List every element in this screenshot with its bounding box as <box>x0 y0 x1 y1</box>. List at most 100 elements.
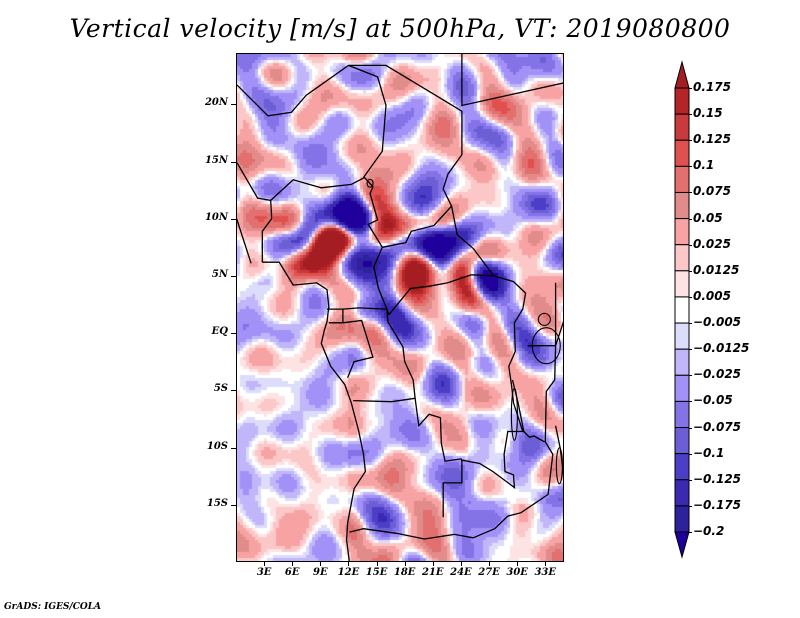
colorbar-swatch <box>674 191 690 220</box>
lake-outline <box>366 178 374 188</box>
x-tick-label: 30E <box>506 567 528 578</box>
colorbar-swatch <box>674 427 690 455</box>
x-tick-label: 33E <box>534 567 557 578</box>
x-tick-label: 6E <box>284 567 300 578</box>
colorbar-level-label: −0.005 <box>693 315 742 330</box>
y-tick-label: 20N <box>204 97 228 109</box>
y-tick-label: 15S <box>206 497 228 509</box>
colorbar-tick <box>689 166 692 168</box>
border-line <box>237 162 273 263</box>
colorbar-tick <box>689 427 692 429</box>
border-line <box>348 64 495 277</box>
border-line <box>382 205 453 248</box>
border-line <box>328 309 374 378</box>
colorbar-level-label: −0.05 <box>693 393 733 408</box>
colorbar-swatch <box>674 270 690 298</box>
grads-credit: GrADS: IGES/COLA <box>4 602 102 612</box>
y-tick-label: 15N <box>204 154 228 166</box>
border-line <box>348 64 387 178</box>
lake-outline <box>555 447 563 485</box>
colorbar-swatch <box>674 322 690 350</box>
colorbar-swatch <box>674 139 690 167</box>
colorbar-swatch <box>674 348 690 376</box>
x-tick-mark <box>376 562 378 566</box>
colorbar-level-label: 0.1 <box>693 158 715 173</box>
y-tick-mark <box>231 333 236 335</box>
colorbar-level-label: 0.0125 <box>693 262 740 277</box>
y-tick-label: 10N <box>204 211 228 223</box>
y-tick-mark <box>231 504 236 506</box>
colorbar-tick <box>689 323 692 325</box>
map-plot-area <box>236 53 564 562</box>
colorbar-swatch <box>674 400 690 429</box>
colorbar-level-label: −0.125 <box>693 471 742 486</box>
y-tick-mark <box>231 447 236 449</box>
colorbar-level-label: −0.2 <box>693 524 725 538</box>
x-tick-label: 15E <box>365 567 388 578</box>
colorbar-tick <box>689 140 692 142</box>
border-line <box>461 54 563 107</box>
x-tick-label: 12E <box>337 567 360 578</box>
x-tick-mark <box>460 562 462 566</box>
x-tick-label: 21E <box>422 567 444 578</box>
y-tick-mark <box>231 218 236 220</box>
x-tick-mark <box>348 562 350 566</box>
colorbar-swatch <box>674 87 690 115</box>
colorbar: 0.175 0.15 0.125 0.1 0.075 0.05 0.025 0.0125 0.0… <box>660 55 800 565</box>
border-line <box>349 528 474 540</box>
x-tick-label: 3E <box>256 567 272 578</box>
colorbar-level-label: −0.075 <box>693 419 742 434</box>
border-line <box>237 64 349 117</box>
colorbar-max-arrow <box>674 60 690 89</box>
colorbar-level-label: 0.025 <box>693 236 731 251</box>
colorbar-tick <box>689 192 692 194</box>
border-line <box>237 207 252 264</box>
colorbar-min-arrow <box>674 531 690 559</box>
colorbar-tick <box>689 114 692 116</box>
border-line <box>388 274 527 489</box>
y-tick-mark <box>231 104 236 106</box>
x-tick-label: 9E <box>313 567 328 578</box>
colorbar-tick <box>689 479 692 481</box>
colorbar-tick <box>689 375 692 377</box>
vertical-velocity-field <box>237 54 563 561</box>
y-tick-label: EQ <box>211 326 228 338</box>
border-line <box>442 460 463 518</box>
colorbar-tick <box>689 453 692 455</box>
colorbar-tick <box>689 270 692 272</box>
border-line <box>472 282 557 539</box>
x-tick-mark <box>489 562 491 566</box>
colorbar-tick <box>689 349 692 351</box>
x-tick-label: 24E <box>450 567 472 578</box>
x-tick-mark <box>517 562 519 566</box>
y-tick-label: 5N <box>211 269 228 281</box>
colorbar-swatch <box>674 165 690 193</box>
border-line <box>262 261 367 561</box>
x-tick-mark <box>264 562 266 566</box>
colorbar-level-label: 0.005 <box>693 288 731 303</box>
colorbar-level-label: 0.175 <box>693 80 731 94</box>
colorbar-level-label: 0.075 <box>693 184 731 199</box>
colorbar-tick <box>689 244 692 246</box>
chart-title: Vertical velocity [m/s] at 500hPa, VT: 2… <box>69 14 731 43</box>
lake-outline <box>510 387 518 441</box>
colorbar-tick <box>689 532 692 533</box>
colorbar-level-label: −0.025 <box>693 367 742 382</box>
colorbar-level-label: 0.125 <box>693 132 731 147</box>
border-line <box>270 176 390 316</box>
colorbar-swatch <box>674 453 690 481</box>
lake-outline <box>537 312 551 326</box>
colorbar-swatch <box>674 218 690 246</box>
y-tick-label: 10S <box>206 440 228 452</box>
lake-outline <box>531 327 561 365</box>
colorbar-level-label: −0.175 <box>693 497 742 512</box>
colorbar-tick <box>689 88 692 89</box>
x-tick-mark <box>432 562 434 566</box>
colorbar-level-label: −0.0125 <box>693 341 750 356</box>
y-tick-mark <box>231 276 236 278</box>
colorbar-tick <box>689 401 692 403</box>
colorbar-swatches <box>674 60 690 559</box>
colorbar-swatch <box>674 479 690 507</box>
y-tick-mark <box>231 161 236 163</box>
colorbar-swatch <box>674 296 690 324</box>
